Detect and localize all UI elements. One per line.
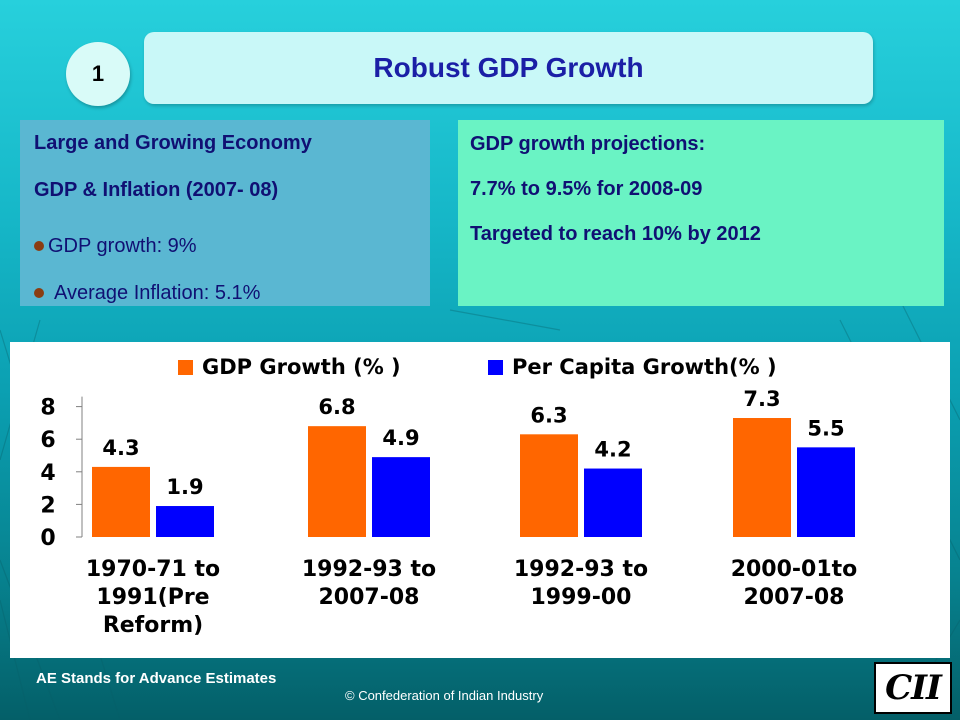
copyright: © Confederation of Indian Industry — [345, 688, 544, 703]
bullet-gdp-growth-text: GDP growth: 9% — [48, 234, 197, 257]
bar-per-capita-2 — [584, 468, 642, 537]
y-tick-label: 4 — [40, 461, 55, 486]
bullet-icon — [34, 287, 44, 298]
x-category-label: Reform) — [103, 613, 203, 638]
title-bar: Robust GDP Growth — [144, 32, 873, 104]
footnote: AE Stands for Advance Estimates — [36, 670, 277, 687]
x-category-label: 1992-93 to — [302, 557, 436, 582]
data-label: 4.9 — [382, 426, 419, 450]
data-label: 6.3 — [530, 403, 567, 427]
legend-swatch-1 — [488, 360, 503, 375]
y-tick-label: 2 — [40, 493, 55, 518]
bar-gdp-3 — [733, 418, 791, 537]
y-tick-label: 8 — [40, 396, 55, 421]
bar-per-capita-1 — [372, 457, 430, 537]
chart-svg: GDP Growth (% ) Per Capita Growth(% ) 0 2 4 6… — [40, 355, 858, 638]
legend-swatch-0 — [178, 360, 193, 375]
x-category-label: 2000-01to — [731, 557, 858, 582]
legend-label-1: Per Capita Growth(% ) — [512, 355, 777, 379]
x-category-label: 1991(Pre — [96, 585, 209, 610]
cii-logo: CII — [874, 662, 952, 714]
economy-summary-box: Large and Growing Economy GDP & Inflatio… — [20, 120, 430, 306]
x-category-label: 2007-08 — [744, 585, 845, 610]
cii-logo-text: CII — [885, 668, 942, 708]
bullet-gdp-growth: GDP growth: 9% — [34, 222, 416, 269]
bar-gdp-0 — [92, 466, 150, 537]
data-label: 1.9 — [166, 475, 203, 499]
data-label: 5.5 — [807, 416, 844, 440]
projections-heading: GDP growth projections: — [470, 133, 706, 155]
bar-gdp-1 — [308, 426, 366, 537]
projection-target: Targeted to reach 10% by 2012 — [470, 223, 761, 245]
projection-range: 7.7% to 9.5% for 2008-09 — [470, 178, 703, 200]
inflation-heading: GDP & Inflation (2007- 08) — [34, 179, 279, 201]
y-tick-label: 6 — [40, 428, 55, 453]
bar-gdp-2 — [520, 434, 578, 537]
gdp-growth-chart: GDP Growth (% ) Per Capita Growth(% ) 0 2 4 6… — [10, 342, 950, 658]
x-category-label: 1992-93 to — [514, 557, 648, 582]
data-label: 4.3 — [102, 436, 139, 460]
x-category-label: 2007-08 — [319, 585, 420, 610]
slide-number: 1 — [91, 61, 105, 86]
x-category-label: 1970-71 to — [86, 557, 220, 582]
bullet-icon — [34, 240, 44, 251]
data-label: 4.2 — [594, 438, 631, 462]
bar-per-capita-3 — [797, 447, 855, 537]
bullet-average-inflation: Average Inflation: 5.1% — [34, 269, 416, 316]
y-tick-label: 0 — [40, 526, 55, 551]
data-label: 6.8 — [318, 395, 355, 419]
legend-label-0: GDP Growth (% ) — [202, 355, 401, 379]
x-category-label: 1999-00 — [531, 585, 632, 610]
slide-title: Robust GDP Growth — [373, 52, 644, 83]
projections-box: GDP growth projections: 7.7% to 9.5% for… — [458, 120, 944, 306]
bullet-average-inflation-text: Average Inflation: 5.1% — [54, 281, 261, 304]
economy-heading: Large and Growing Economy — [34, 132, 312, 154]
slide-number-badge: 1 — [66, 42, 130, 106]
data-label: 7.3 — [743, 387, 780, 411]
bar-per-capita-0 — [156, 506, 214, 537]
